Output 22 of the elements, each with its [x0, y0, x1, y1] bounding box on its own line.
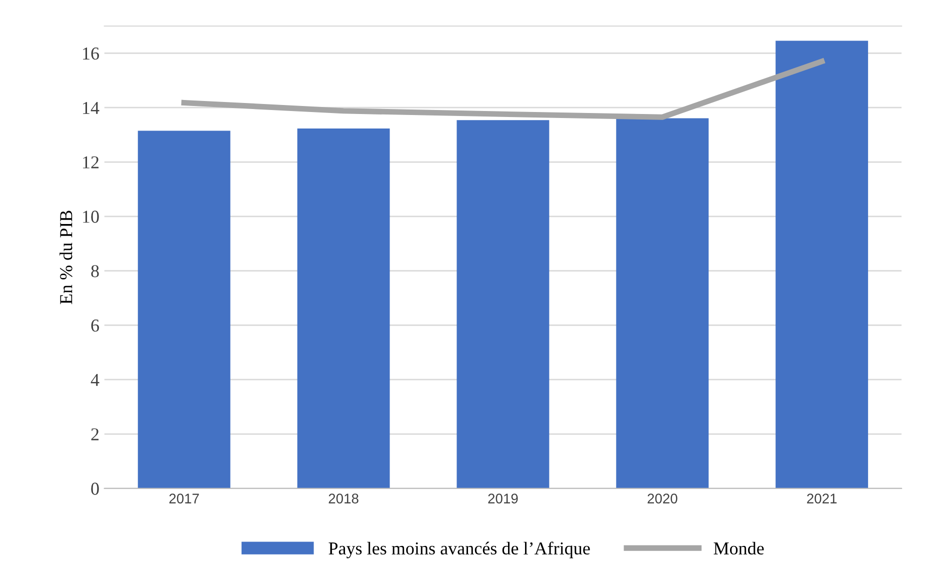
y-tick-label: 2	[91, 428, 99, 440]
legend-label: Pays les moins avancés de l’Afrique	[328, 542, 590, 558]
bar	[138, 130, 230, 488]
y-tick-label: 16	[83, 48, 99, 60]
bar	[776, 40, 868, 488]
x-tick-label: 2020	[648, 494, 678, 504]
y-tick-label: 12	[83, 156, 99, 168]
x-tick-label: 2018	[328, 494, 358, 504]
bar	[297, 128, 390, 488]
x-tick-label: 2019	[488, 494, 518, 504]
x-tick-label: 2021	[807, 494, 837, 504]
y-axis-title: En % du PIB	[60, 210, 72, 304]
bar	[456, 120, 550, 488]
y-tick-label: 10	[83, 210, 99, 223]
y-tick-label: 6	[91, 320, 99, 332]
y-tick-label: 0	[91, 482, 99, 495]
x-tick-label: 2017	[169, 494, 199, 504]
y-tick-label: 14	[83, 102, 100, 114]
legend-label: Monde	[714, 542, 764, 555]
y-tick-label: 4	[90, 374, 100, 386]
y-tick-label: 8	[91, 265, 99, 278]
bar	[616, 118, 709, 488]
